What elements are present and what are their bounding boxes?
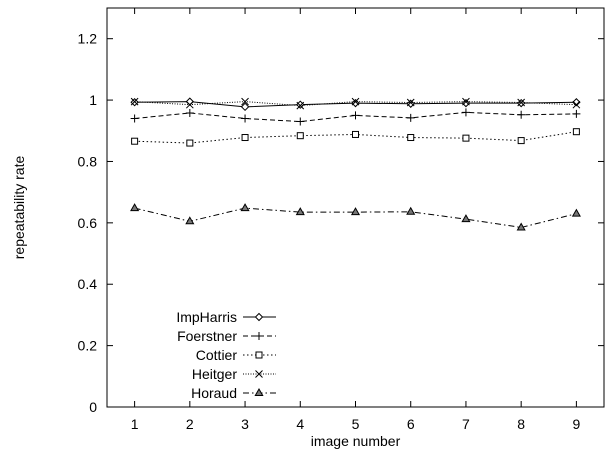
point-marker: [241, 114, 250, 123]
y-tick-label: 0.4: [78, 276, 98, 292]
point-marker: [254, 387, 264, 396]
legend: ImpHarris Foerstner Cottier Heitger Horaud: [176, 309, 276, 401]
y-tick-label: 1: [89, 92, 97, 108]
point-marker: [296, 100, 305, 109]
x-tick-label: 4: [296, 416, 304, 432]
point-marker: [351, 111, 360, 120]
legend-item: Horaud: [191, 385, 276, 401]
point-marker: [255, 370, 263, 378]
x-axis-title: image number: [311, 433, 401, 449]
legend-item: Foerstner: [177, 328, 276, 344]
y-tick-label: 0.2: [78, 338, 98, 354]
point-marker: [241, 134, 249, 142]
point-marker: [462, 134, 470, 142]
point-marker: [295, 207, 305, 216]
point-marker: [406, 206, 416, 215]
point-marker: [571, 208, 581, 217]
point-marker: [240, 203, 250, 212]
point-marker: [296, 132, 304, 140]
series-layer: [130, 97, 581, 231]
series-foerstner: [130, 108, 581, 126]
point-marker: [186, 139, 194, 147]
y-tick-label: 1.2: [78, 31, 98, 47]
legend-item: Cottier: [196, 347, 276, 363]
x-tick-label: 5: [352, 416, 360, 432]
point-marker: [352, 130, 359, 138]
point-marker: [517, 110, 526, 119]
legend-item: Heitger: [192, 366, 276, 382]
legend-label: ImpHarris: [176, 309, 237, 325]
point-marker: [350, 207, 361, 216]
point-marker: [351, 97, 360, 106]
point-marker: [516, 222, 526, 231]
series-line: [134, 111, 577, 123]
axis-ticks: [107, 8, 604, 408]
point-marker: [185, 108, 194, 117]
series-heitger: [130, 97, 581, 110]
point-marker: [296, 117, 305, 126]
point-marker: [240, 102, 250, 112]
x-tick-label: 9: [572, 416, 580, 432]
legend-label: Horaud: [191, 385, 237, 401]
point-marker: [130, 114, 139, 123]
point-marker: [185, 100, 194, 109]
point-marker: [461, 98, 471, 108]
point-marker: [572, 98, 581, 107]
point-marker: [255, 332, 263, 340]
point-marker: [572, 100, 581, 109]
x-tick-label: 6: [407, 416, 415, 432]
point-marker: [461, 108, 470, 117]
series-cottier: [131, 128, 580, 147]
x-tick-label: 1: [131, 416, 139, 432]
series-impharris: [130, 97, 581, 112]
point-marker: [185, 216, 195, 225]
point-marker: [241, 97, 249, 106]
legend-label: Foerstner: [177, 328, 237, 344]
point-marker: [130, 97, 139, 106]
point-marker: [131, 137, 139, 145]
point-marker: [406, 98, 415, 107]
legend-label: Cottier: [196, 347, 238, 363]
point-marker: [406, 99, 415, 108]
tick-labels: 0 0.2 0.4 0.6 0.8 1 1.2 1 2 3 4 5 6 7 8 9: [78, 31, 581, 432]
y-tick-label: 0.6: [78, 215, 98, 231]
legend-label: Heitger: [192, 366, 237, 382]
point-marker: [572, 128, 580, 136]
point-marker: [406, 113, 415, 122]
point-marker: [296, 101, 305, 110]
point-marker: [462, 97, 470, 106]
point-marker: [517, 137, 525, 145]
series-horaud: [130, 203, 581, 231]
point-marker: [255, 351, 263, 359]
point-marker: [254, 312, 264, 322]
y-axis-title: repeatability rate: [11, 156, 27, 260]
x-tick-label: 3: [241, 416, 249, 432]
point-marker: [130, 203, 140, 212]
point-marker: [517, 98, 526, 107]
point-marker: [572, 109, 581, 118]
x-tick-label: 7: [462, 416, 470, 432]
x-tick-label: 8: [517, 416, 525, 432]
legend-item: ImpHarris: [176, 309, 276, 325]
y-tick-label: 0: [89, 399, 97, 415]
point-marker: [407, 134, 415, 142]
x-tick-label: 2: [186, 416, 194, 432]
point-marker: [461, 214, 471, 223]
y-tick-label: 0.8: [78, 153, 98, 169]
point-marker: [351, 98, 360, 108]
